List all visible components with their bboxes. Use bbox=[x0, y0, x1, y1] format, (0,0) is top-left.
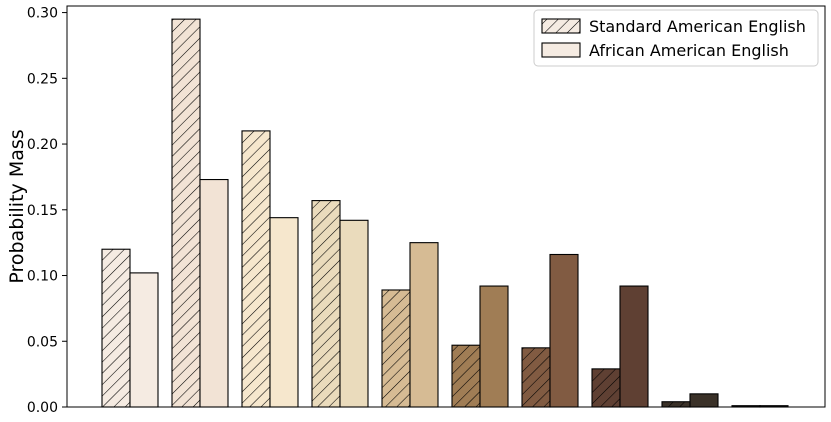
y-tick-label: 0.10 bbox=[27, 269, 58, 285]
y-tick-label: 0.00 bbox=[27, 400, 58, 416]
bar-sae-4 bbox=[311, 200, 341, 408]
legend-swatch-sae bbox=[541, 18, 581, 34]
bar-sae-8 bbox=[591, 368, 621, 408]
bar-aae-5 bbox=[409, 242, 439, 408]
bar-aae-9 bbox=[689, 393, 719, 408]
bar-sae-6 bbox=[451, 344, 481, 408]
bar-aae-3 bbox=[269, 217, 299, 408]
y-tick-label: 0.05 bbox=[27, 334, 58, 350]
axes-layer: 0.00 0.05 0.10 0.15 0.20 0.25 0.30 Probability … bbox=[6, 5, 826, 416]
bar-aae-2 bbox=[199, 178, 229, 408]
y-tick-label: 0.20 bbox=[27, 137, 58, 153]
bar-aae-6 bbox=[479, 285, 509, 408]
y-tick-label: 0.15 bbox=[27, 203, 58, 219]
bar-sae-7 bbox=[521, 347, 551, 408]
bar-aae-8 bbox=[619, 285, 649, 408]
legend-box bbox=[533, 9, 819, 67]
plot-frame bbox=[66, 5, 826, 408]
y-tick-label: 0.30 bbox=[27, 6, 58, 22]
bar-aae-7 bbox=[549, 253, 579, 408]
y-tick-label: 0.25 bbox=[27, 71, 58, 87]
y-axis-label: Probability Mass bbox=[6, 129, 28, 283]
legend-label-sae: Standard American English bbox=[589, 17, 806, 36]
legend-swatch-aae bbox=[541, 42, 581, 58]
bar-sae-1 bbox=[101, 248, 131, 408]
bar-sae-9 bbox=[661, 401, 691, 408]
bar-sae-2 bbox=[171, 18, 201, 408]
bar-sae-3 bbox=[241, 130, 271, 408]
legend: Standard American English African America… bbox=[533, 9, 819, 67]
bar-aae-1 bbox=[129, 272, 159, 408]
bar-aae-4 bbox=[339, 219, 369, 408]
bar-sae-5 bbox=[381, 289, 411, 408]
bars-layer bbox=[101, 18, 789, 408]
legend-label-aae: African American English bbox=[589, 41, 789, 60]
